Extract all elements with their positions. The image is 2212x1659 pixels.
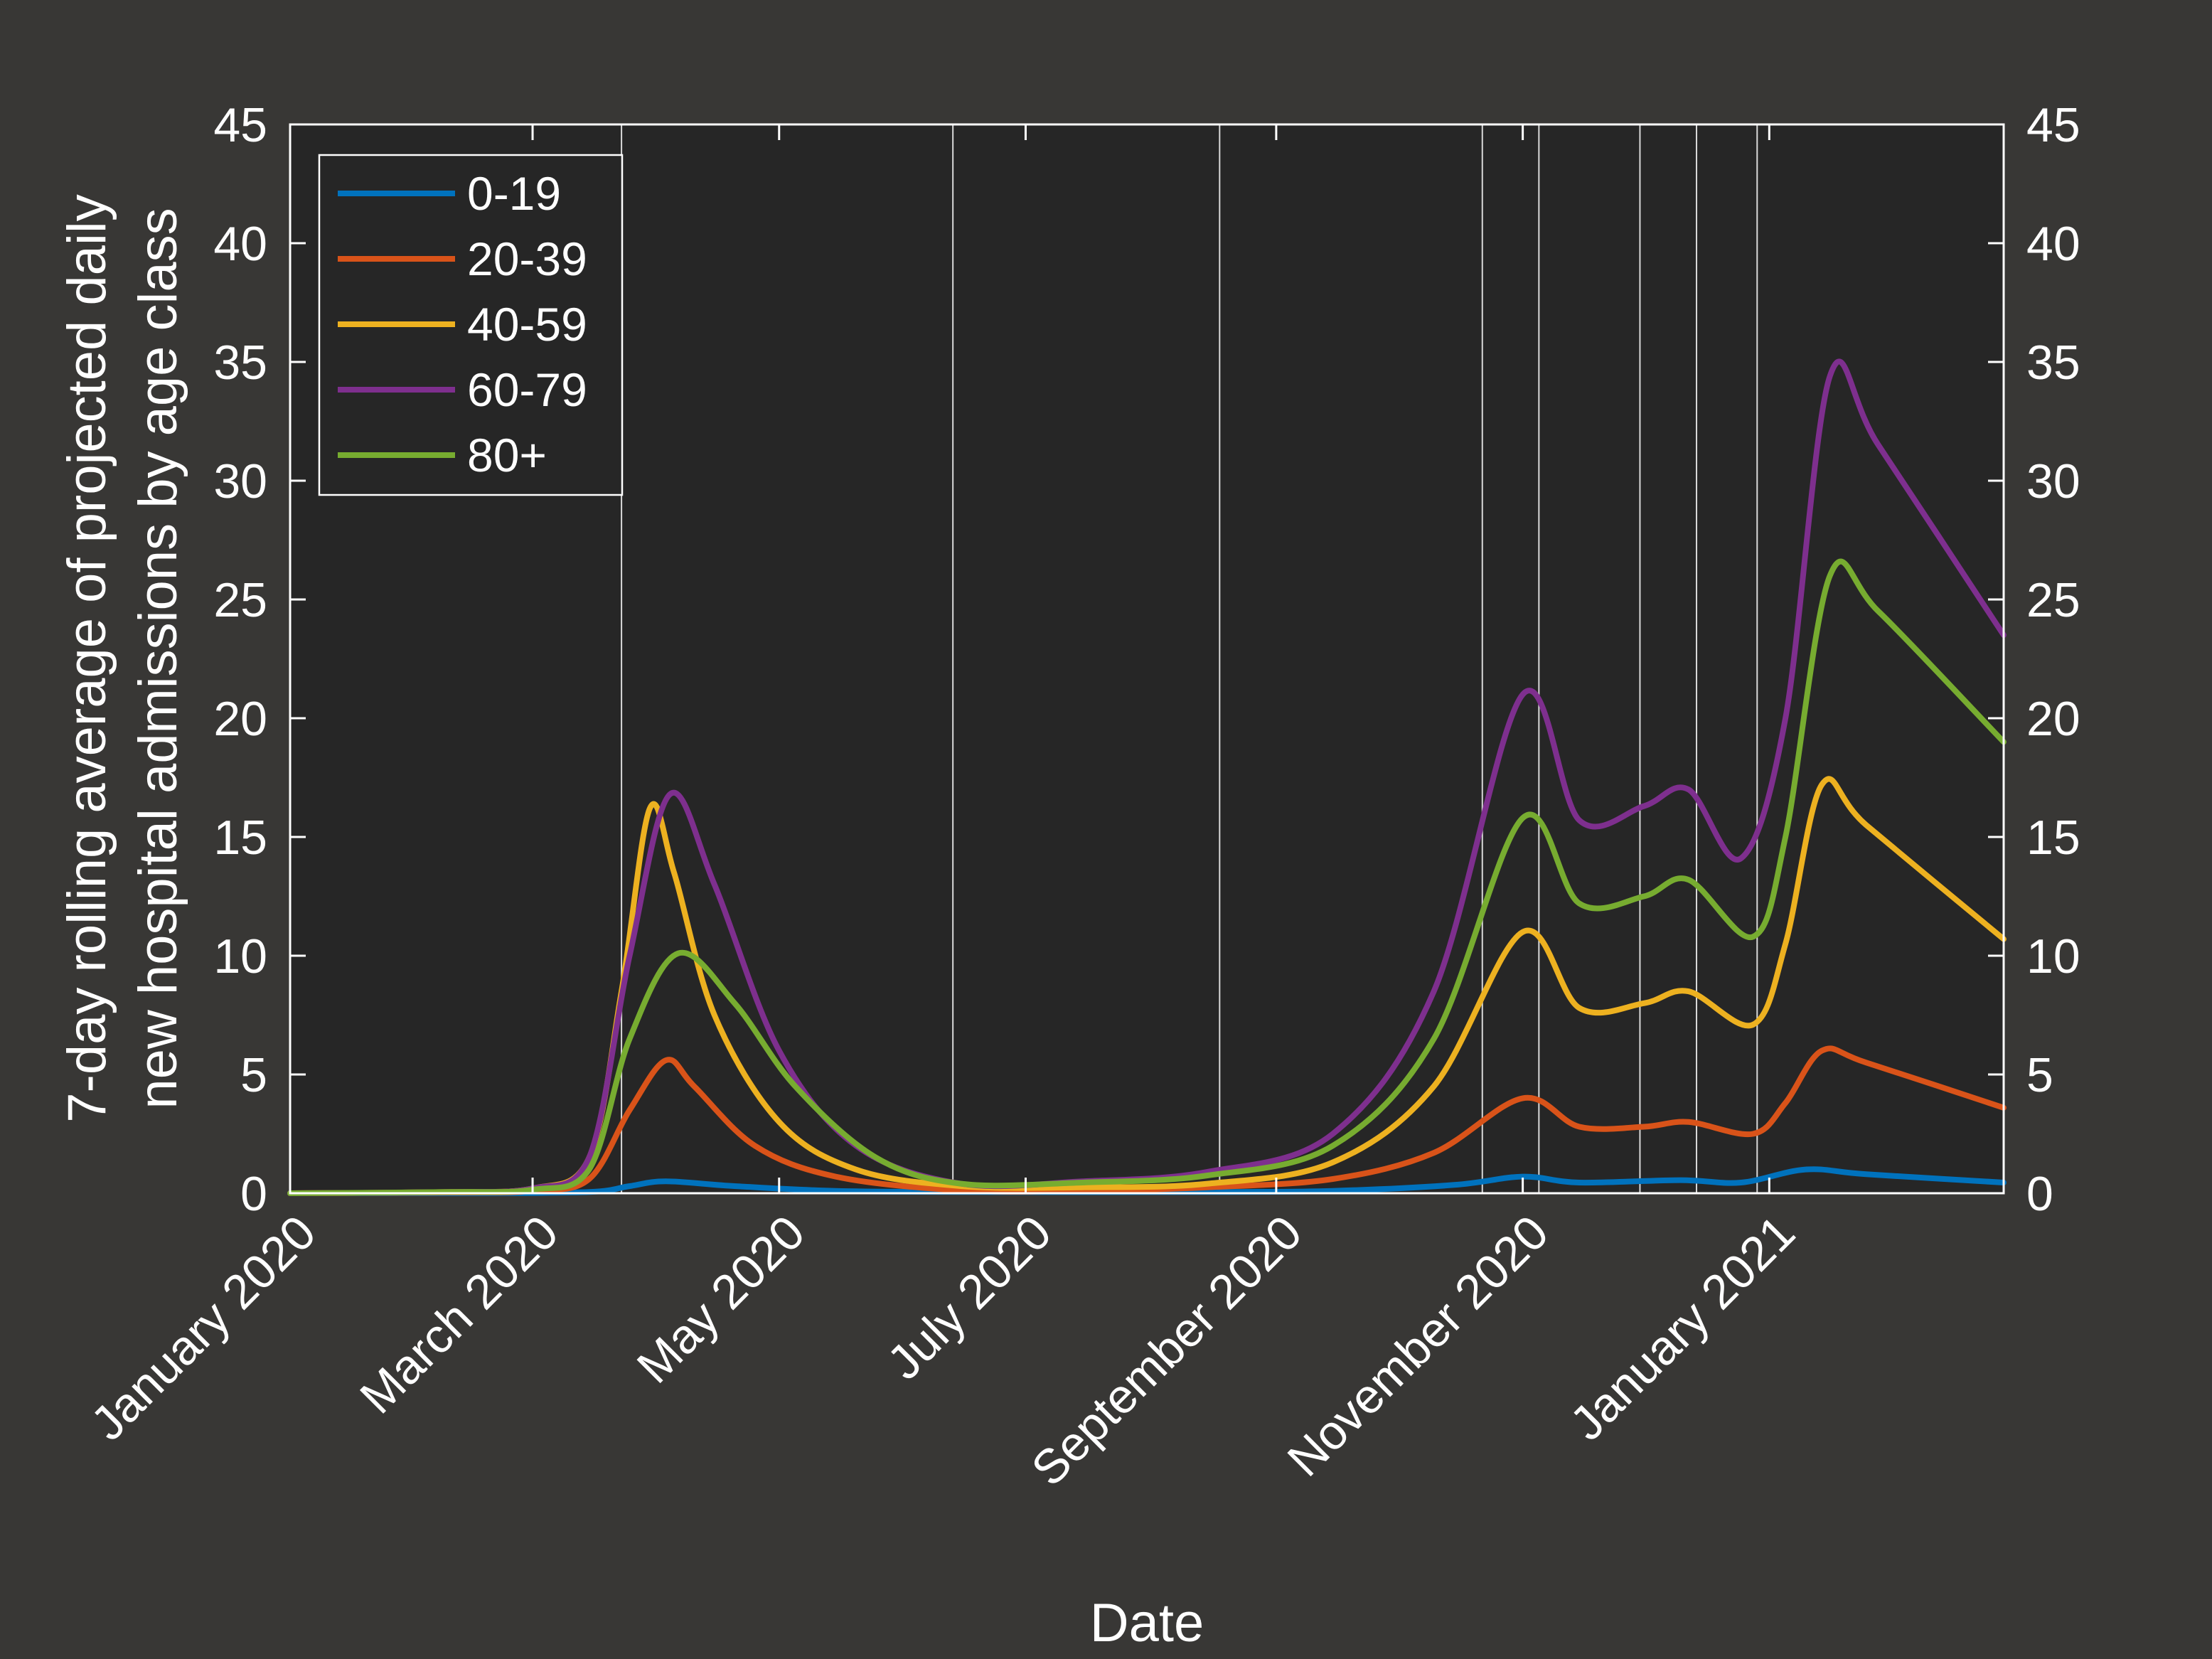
y-tick-label-left: 5 — [240, 1048, 267, 1102]
plot-frame — [289, 123, 2005, 1195]
y-tick-label-right: 0 — [2026, 1167, 2053, 1221]
y-tick-label-right: 20 — [2026, 692, 2080, 746]
y-tick-label-left: 25 — [213, 573, 267, 627]
y-tick-label-right: 5 — [2026, 1048, 2053, 1102]
series-line-0-19 — [287, 1166, 2007, 1196]
axis-ticks — [289, 123, 2004, 1195]
y-tick-label-left: 30 — [213, 454, 267, 508]
y-tick-label-right: 30 — [2026, 454, 2080, 508]
x-axis-title: Date — [1090, 1593, 1204, 1653]
y-tick-label-left: 45 — [213, 98, 267, 152]
y-tick-label-left: 10 — [213, 929, 267, 983]
series-line-80-plus — [287, 558, 2007, 1196]
legend-label: 60-79 — [467, 363, 587, 416]
legend-label: 80+ — [467, 429, 547, 481]
legend: 0-19 20-39 40-59 60-79 80+ — [318, 154, 624, 496]
y-tick-label-left: 20 — [213, 692, 267, 746]
y-axis-title: 7-day rolling average of projected daily… — [57, 194, 188, 1122]
series-lines — [287, 358, 2007, 1196]
y-axis-left-labels: 0 5 10 15 20 25 30 35 40 45 — [213, 98, 267, 1221]
y-tick-label-right: 15 — [2026, 811, 2080, 865]
reference-lines — [621, 124, 1758, 1193]
y-tick-label-right: 25 — [2026, 573, 2080, 627]
y-tick-label-left: 0 — [240, 1167, 267, 1221]
y-axis-right-labels: 0 5 10 15 20 25 30 35 40 45 — [2026, 98, 2080, 1221]
y-tick-label-left: 35 — [213, 336, 267, 390]
y-axis-title-line-1: 7-day rolling average of projected daily — [57, 194, 117, 1122]
series-line-60-79 — [287, 358, 2007, 1196]
y-tick-label-right: 45 — [2026, 98, 2080, 152]
y-tick-label-right: 10 — [2026, 929, 2080, 983]
y-tick-label-right: 40 — [2026, 217, 2080, 271]
legend-label: 20-39 — [467, 233, 587, 285]
y-tick-label-right: 35 — [2026, 336, 2080, 390]
y-tick-label-left: 40 — [213, 217, 267, 271]
y-axis-title-line-2: new hospital admissions by age class — [128, 208, 188, 1109]
y-tick-label-left: 15 — [213, 811, 267, 865]
legend-label: 40-59 — [467, 298, 587, 351]
legend-label: 0-19 — [467, 167, 561, 220]
